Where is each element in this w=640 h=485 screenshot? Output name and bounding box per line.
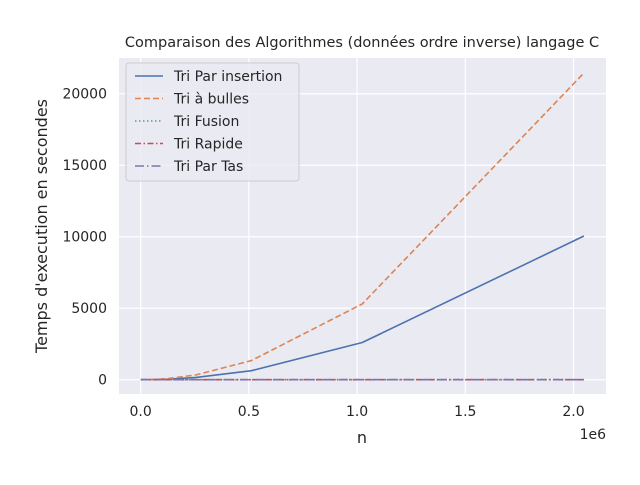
y-tick-label: 0 <box>98 373 107 389</box>
y-axis-label: Temps d'execution en secondes <box>32 99 51 354</box>
y-tick-label: 10000 <box>62 230 107 246</box>
x-tick-label: 0.5 <box>238 404 260 420</box>
y-tick-label: 20000 <box>62 87 107 103</box>
x-tick-label: 1.0 <box>346 404 368 420</box>
x-tick-label: 2.0 <box>562 404 584 420</box>
legend-label: Tri Fusion <box>173 114 239 130</box>
legend-label: Tri Par Tas <box>173 159 243 175</box>
y-tick-label: 15000 <box>62 158 107 174</box>
y-tick-label: 5000 <box>71 301 107 317</box>
legend-label: Tri Par insertion <box>173 69 282 85</box>
chart-title: Comparaison des Algorithmes (données ord… <box>125 35 599 51</box>
x-axis-label: n <box>357 428 367 447</box>
x-tick-label: 1.5 <box>454 404 476 420</box>
legend-label: Tri Rapide <box>173 137 243 153</box>
legend-label: Tri à bulles <box>173 92 249 108</box>
x-tick-label: 0.0 <box>130 404 152 420</box>
x-axis-offset-label: 1e6 <box>580 427 607 443</box>
legend: Tri Par insertion Tri à bulles Tri Fusion T… <box>126 63 299 181</box>
